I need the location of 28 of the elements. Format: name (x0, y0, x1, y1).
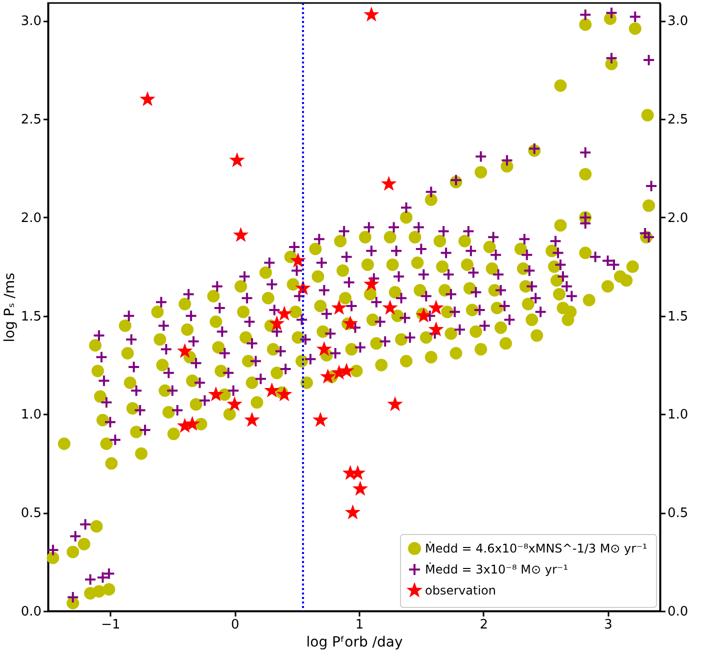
point (346, 506, 359, 518)
x-tick-label: 2 (480, 618, 488, 632)
x-tick-label: 3 (604, 618, 612, 632)
y2-tick-label: 1.5 (668, 309, 688, 324)
x-tick-label: −1 (101, 618, 120, 632)
y-tick-label: 2.5 (20, 112, 42, 128)
y-axis-title: log Pₛ /ms (2, 272, 18, 342)
y2-tick-label: 0.0 (668, 604, 688, 620)
x-tick-label: 1 (355, 618, 364, 632)
y2-tick-label: 2.0 (668, 210, 688, 226)
point (186, 418, 198, 430)
point (344, 317, 356, 329)
y2-tick-label: 3.0 (668, 14, 688, 30)
y-tick-label: 1.5 (20, 309, 42, 324)
legend-label: Ṁedd = 4.6x10⁻⁸xMNS^-1/3 M⊙ yr⁻¹ (425, 542, 648, 556)
y2-tick-label: 2.5 (668, 112, 688, 128)
y-tick-label: 3.0 (20, 14, 42, 30)
y2-tick-label: 1.0 (668, 408, 688, 423)
legend-label: observation (425, 584, 496, 598)
y-tick-label: 1.0 (20, 408, 42, 423)
y-tick-label: 2.0 (20, 210, 42, 226)
x-axis-title: log Pᶠorb /day (306, 634, 403, 650)
legend-label: Ṁedd = 3x10⁻⁸ M⊙ yr⁻¹ (425, 562, 568, 576)
y-tick-label: 0.0 (20, 604, 42, 620)
point (178, 420, 191, 432)
y-tick-label: 0.5 (20, 506, 42, 522)
x-tick-label: 0 (230, 618, 240, 632)
y2-tick-label: 0.5 (668, 506, 688, 522)
